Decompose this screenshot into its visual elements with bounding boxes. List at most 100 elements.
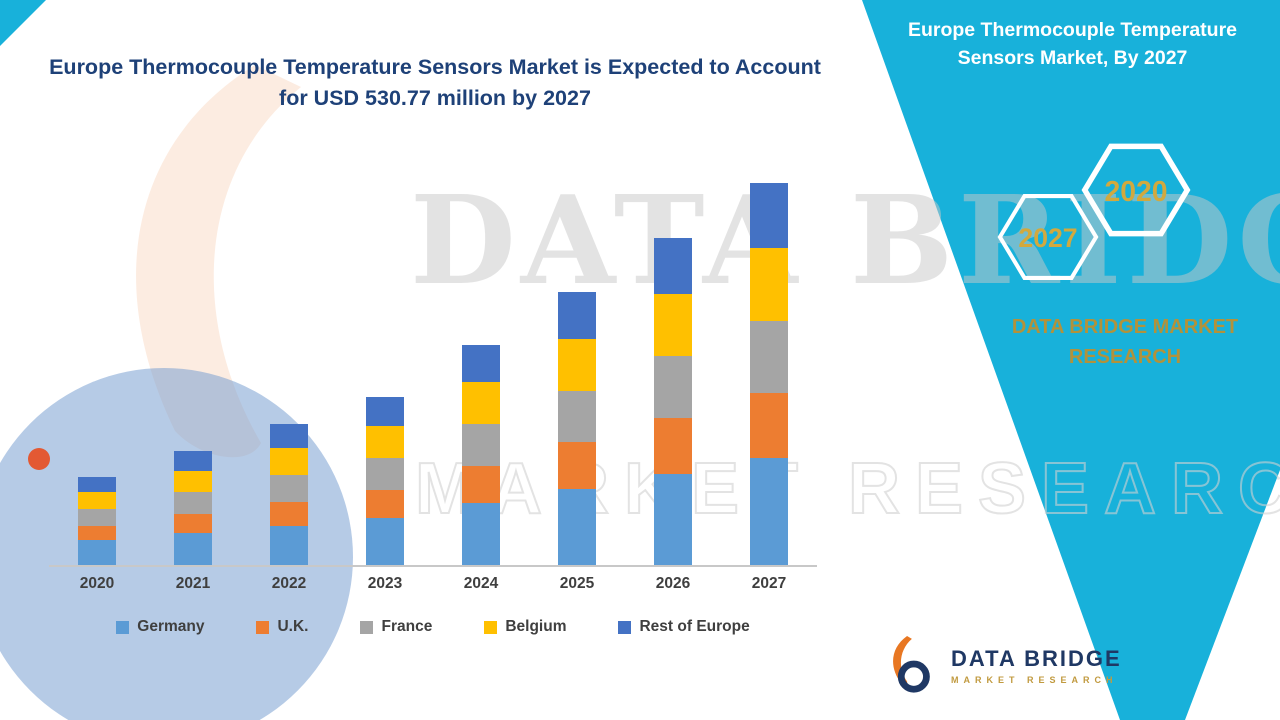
hexagon-outline-icon — [997, 194, 1099, 280]
segment-france-2020 — [78, 508, 116, 526]
legend-swatch-u-k — [256, 620, 270, 634]
stacked-bar-2027 — [750, 183, 788, 565]
legend-swatch-belgium — [484, 620, 498, 634]
legend-label-u-k: U.K. — [277, 618, 309, 635]
banner-title-line2: Sensors Market, By 2027 — [957, 47, 1188, 69]
segment-belgium-2025 — [558, 338, 596, 391]
legend-swatch-germany — [116, 620, 130, 634]
stacked-bar-2023 — [366, 397, 404, 565]
segment-france-2027 — [750, 320, 788, 394]
x-axis-label-2025: 2025 — [559, 575, 595, 592]
bar-column-2021 — [145, 451, 241, 565]
segment-rest-of-europe-2024 — [462, 344, 500, 383]
banner-brand-line2: RESEARCH — [1068, 346, 1182, 368]
segment-rest-of-europe-2021 — [174, 451, 212, 471]
bar-column-2022 — [241, 423, 337, 565]
segment-belgium-2024 — [462, 382, 500, 425]
segment-germany-2022 — [270, 525, 308, 565]
chart-legend: Germany U.K. France Belgium Rest of Europe — [49, 618, 817, 636]
segment-belgium-2023 — [366, 425, 404, 458]
segment-rest-of-europe-2026 — [654, 238, 692, 294]
segment-belgium-2027 — [750, 248, 788, 321]
legend-item-rest-of-europe: Rest of Europe — [618, 618, 750, 636]
segment-germany-2024 — [462, 503, 500, 565]
segment-u-k-2021 — [174, 513, 212, 534]
bar-column-2020 — [49, 477, 145, 565]
page-title: Europe Thermocouple Temperature Sensors … — [15, 52, 855, 114]
databridge-b-watermark — [136, 65, 301, 458]
hexagon-outline-icon — [1081, 143, 1191, 237]
stacked-bar-2024 — [462, 344, 500, 565]
bars-row — [49, 168, 817, 565]
bar-column-2024 — [433, 344, 529, 565]
legend-swatch-rest-of-europe — [618, 620, 632, 634]
legend-label-belgium: Belgium — [505, 618, 567, 635]
segment-rest-of-europe-2020 — [78, 477, 116, 493]
stacked-bar-chart — [49, 168, 817, 567]
databridge-logo: DATA BRIDGE MARKET RESEARCH — [878, 634, 1122, 696]
stacked-bar-2022 — [270, 423, 308, 565]
segment-u-k-2025 — [558, 442, 596, 489]
legend-item-france: France — [360, 618, 432, 636]
segment-germany-2021 — [174, 533, 212, 565]
segment-germany-2020 — [78, 540, 116, 565]
segment-france-2026 — [654, 355, 692, 418]
logo-subtitle: MARKET RESEARCH — [951, 674, 1118, 685]
segment-france-2025 — [558, 390, 596, 443]
stacked-bar-2020 — [78, 477, 116, 565]
bar-column-2026 — [625, 238, 721, 565]
logo-name: DATA BRIDGE — [951, 645, 1122, 671]
segment-belgium-2020 — [78, 492, 116, 509]
legend-label-rest-of-europe: Rest of Europe — [639, 618, 750, 635]
x-axis-label-2023: 2023 — [367, 575, 403, 592]
segment-rest-of-europe-2025 — [558, 292, 596, 339]
bar-column-2023 — [337, 397, 433, 565]
legend-swatch-france — [360, 620, 374, 634]
segment-rest-of-europe-2022 — [270, 423, 308, 448]
bar-column-2025 — [529, 292, 625, 565]
segment-france-2021 — [174, 492, 212, 514]
legend-item-germany: Germany — [116, 618, 204, 636]
year-badge-2027: 2027 — [996, 192, 1100, 282]
badge-2027-label: 2027 — [1018, 223, 1077, 253]
x-axis-label-2021: 2021 — [175, 575, 211, 592]
banner-title-line1: Europe Thermocouple Temperature — [907, 19, 1238, 41]
corner-triangle-decoration — [0, 0, 46, 46]
banner-brand-line1: DATA BRIDGE MARKET — [1011, 316, 1239, 338]
badge-2020-label: 2020 — [1104, 176, 1167, 208]
page-title-line1: Europe Thermocouple Temperature Sensors … — [49, 55, 821, 79]
segment-france-2022 — [270, 474, 308, 502]
legend-label-germany: Germany — [137, 618, 205, 635]
legend-item-belgium: Belgium — [484, 618, 566, 636]
segment-u-k-2020 — [78, 525, 116, 541]
segment-u-k-2026 — [654, 417, 692, 474]
segment-germany-2026 — [654, 473, 692, 565]
segment-germany-2025 — [558, 488, 596, 565]
databridge-logo-icon — [893, 635, 930, 693]
databridge-logo-text: DATA BRIDGE MARKET RESEARCH — [951, 646, 1122, 685]
segment-germany-2023 — [366, 518, 404, 565]
stacked-bar-2025 — [558, 292, 596, 565]
x-axis-labels: 2020 2021 2022 2023 2024 2025 2026 2027 — [49, 575, 817, 593]
page-title-line2: for USD 530.77 million by 2027 — [279, 86, 591, 110]
segment-rest-of-europe-2023 — [366, 397, 404, 426]
segment-rest-of-europe-2027 — [750, 183, 788, 249]
segment-france-2023 — [366, 457, 404, 490]
segment-belgium-2026 — [654, 293, 692, 356]
bar-column-2027 — [721, 183, 817, 565]
x-axis-label-2026: 2026 — [655, 575, 691, 592]
segment-belgium-2021 — [174, 470, 212, 493]
segment-u-k-2022 — [270, 501, 308, 526]
legend-item-u-k: U.K. — [256, 618, 308, 636]
stacked-bar-2026 — [654, 238, 692, 565]
x-axis-label-2024: 2024 — [463, 575, 499, 592]
banner-brand-name: DATA BRIDGE MARKET RESEARCH — [955, 312, 1280, 372]
segment-u-k-2023 — [366, 489, 404, 519]
segment-u-k-2024 — [462, 465, 500, 504]
segment-france-2024 — [462, 424, 500, 466]
red-dot-watermark — [28, 448, 50, 470]
legend-label-france: France — [381, 618, 433, 635]
data-bridge-watermark-text: DATA BRIDGE — [410, 168, 1280, 312]
segment-belgium-2022 — [270, 447, 308, 475]
